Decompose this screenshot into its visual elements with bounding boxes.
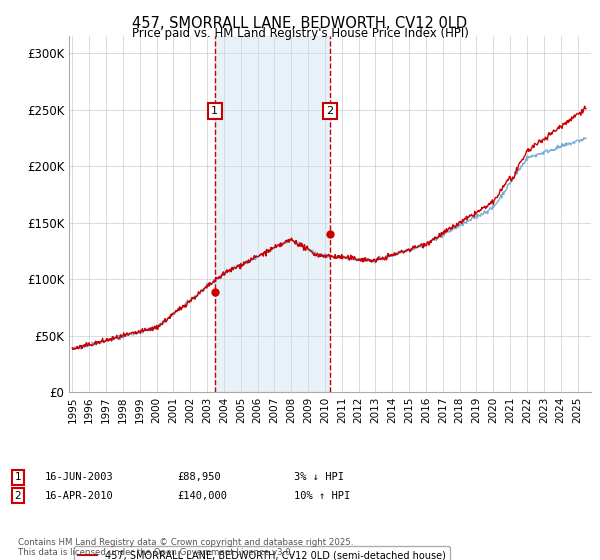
Legend: 457, SMORRALL LANE, BEDWORTH, CV12 0LD (semi-detached house), HPI: Average price: 457, SMORRALL LANE, BEDWORTH, CV12 0LD (…	[74, 546, 450, 560]
Text: 3% ↓ HPI: 3% ↓ HPI	[294, 472, 344, 482]
Text: 2: 2	[326, 106, 334, 116]
Text: £88,950: £88,950	[177, 472, 221, 482]
Text: 1: 1	[211, 106, 218, 116]
Text: £140,000: £140,000	[177, 491, 227, 501]
Text: 1: 1	[14, 472, 22, 482]
Bar	[215, 36, 330, 392]
Text: Price paid vs. HM Land Registry's House Price Index (HPI): Price paid vs. HM Land Registry's House …	[131, 27, 469, 40]
Text: 16-JUN-2003: 16-JUN-2003	[45, 472, 114, 482]
Text: 2: 2	[14, 491, 22, 501]
Text: 10% ↑ HPI: 10% ↑ HPI	[294, 491, 350, 501]
Text: 457, SMORRALL LANE, BEDWORTH, CV12 0LD: 457, SMORRALL LANE, BEDWORTH, CV12 0LD	[133, 16, 467, 31]
Text: 16-APR-2010: 16-APR-2010	[45, 491, 114, 501]
Text: Contains HM Land Registry data © Crown copyright and database right 2025.
This d: Contains HM Land Registry data © Crown c…	[18, 538, 353, 557]
